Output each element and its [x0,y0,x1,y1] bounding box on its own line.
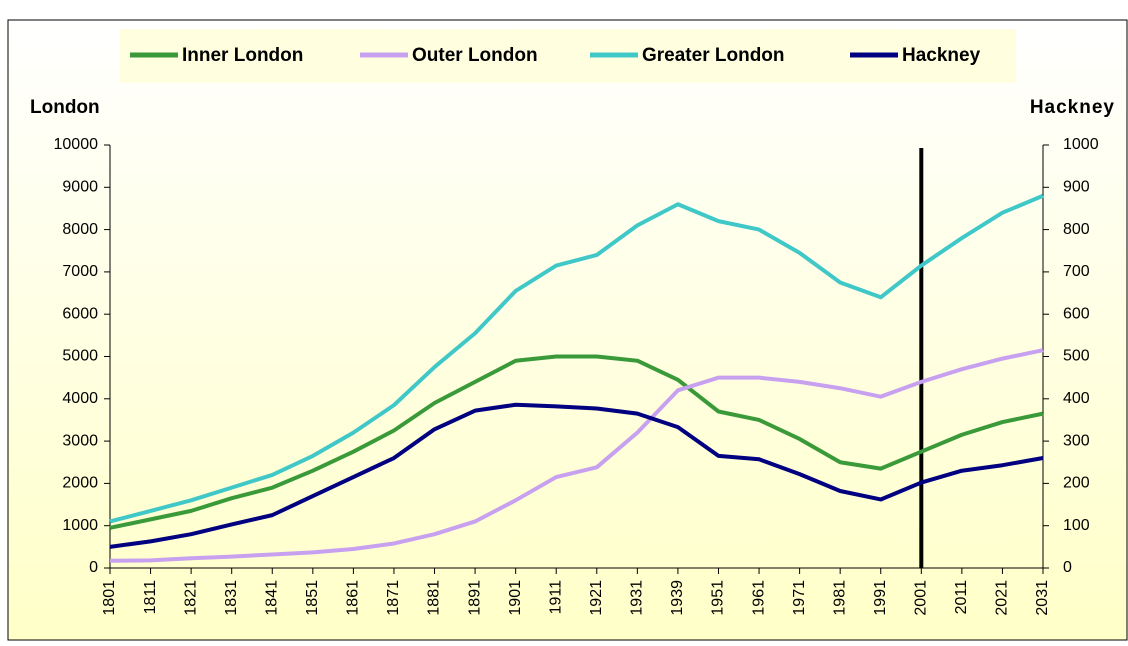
y2-tick-label: 500 [1063,348,1090,365]
x-tick-label: 2031 [1034,580,1051,616]
x-tick-label: 1851 [304,580,321,616]
x-tick-label: 1939 [669,580,686,616]
y-tick-label: 4000 [62,390,98,407]
x-tick-label: 1831 [223,580,240,616]
y2-tick-label: 600 [1063,305,1090,322]
y-tick-label: 0 [89,559,98,576]
y2-tick-label: 200 [1063,475,1090,492]
x-tick-label: 1801 [101,580,118,616]
x-tick-label: 1861 [345,580,362,616]
y2-tick-label: 0 [1063,559,1072,576]
y-tick-label: 5000 [62,348,98,365]
y-axis-label: London [30,97,100,118]
chart-frame [7,19,1128,641]
x-tick-label: 1881 [426,580,443,616]
x-tick-label: 1931 [629,580,646,616]
x-tick-label: 1921 [588,580,605,616]
y2-tick-label: 300 [1063,432,1090,449]
x-tick-label: 1951 [710,580,727,616]
y-tick-label: 9000 [62,179,98,196]
legend-label: Greater London [642,45,785,66]
x-tick-label: 2001 [913,580,930,616]
x-tick-label: 1991 [872,580,889,616]
x-tick-label: 1961 [750,580,767,616]
x-tick-label: 1971 [791,580,808,616]
y2-tick-label: 100 [1063,517,1090,534]
series-line [109,402,1044,549]
y2-tick-label: 800 [1063,221,1090,238]
y2-tick-label: 400 [1063,390,1090,407]
x-tick-label: 1811 [142,580,159,615]
x-tick-label: 1981 [831,580,848,616]
x-tick-label: 1911 [547,580,564,615]
y-tick-label: 1000 [62,517,98,534]
series-line [109,348,1044,563]
series-line [109,354,1044,530]
x-tick-label: 1841 [263,580,280,616]
y-tick-label: 8000 [62,221,98,238]
x-tick-label: 2021 [994,580,1011,616]
x-tick-label: 1821 [182,580,199,616]
legend-label: Outer London [412,45,538,66]
y-tick-label: 10000 [54,136,99,153]
y2-tick-label: 900 [1063,179,1090,196]
x-tick-label: 1891 [466,580,483,616]
series-line [109,193,1044,524]
y-tick-label: 3000 [62,432,98,449]
x-tick-label: 1901 [507,580,524,616]
y-tick-label: 7000 [62,263,98,280]
y2-axis-label: Hackney [1030,97,1115,118]
y-tick-label: 2000 [62,475,98,492]
y2-tick-label: 700 [1063,263,1090,280]
legend-label: Hackney [902,45,981,66]
x-tick-label: 2011 [953,580,970,615]
y-tick-label: 6000 [62,305,98,322]
legend-label: Inner London [182,45,303,66]
y2-tick-label: 1000 [1063,136,1099,153]
x-tick-label: 1871 [385,580,402,616]
